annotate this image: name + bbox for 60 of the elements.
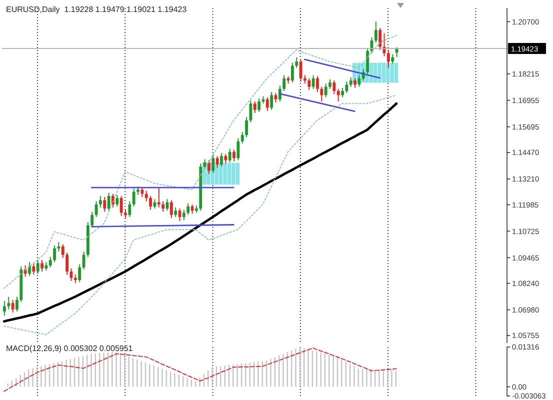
candlestick (120, 195, 123, 216)
candlestick (232, 149, 236, 162)
candlestick (374, 21, 378, 44)
candlestick (61, 244, 64, 258)
candlestick (349, 76, 352, 88)
candlestick (378, 27, 382, 51)
candlestick (7, 296, 10, 310)
candlestick (341, 87, 344, 98)
candlestick (149, 195, 152, 210)
candlestick (320, 86, 324, 102)
candlestick (328, 78, 332, 90)
candlestick (53, 244, 56, 263)
candlestick (253, 100, 256, 114)
candlestick (132, 188, 136, 207)
candlestick (182, 209, 186, 221)
candlestick (290, 62, 294, 84)
candlestick (3, 300, 6, 316)
candlestick (316, 76, 319, 93)
candlestick (98, 195, 102, 208)
candlestick (32, 262, 36, 276)
candlestick (236, 138, 240, 161)
candlestick (128, 200, 132, 218)
candlestick (336, 88, 340, 102)
candlestick (345, 81, 348, 94)
candlestick (274, 92, 278, 104)
candlestick (308, 78, 311, 90)
candlestick (245, 116, 248, 138)
candlestick (103, 196, 106, 212)
candlestick (266, 96, 269, 112)
candlestick (153, 198, 156, 210)
candlestick (240, 131, 244, 144)
candlestick (36, 260, 40, 274)
candlestick (144, 190, 148, 202)
candlestick (40, 260, 44, 272)
chart-title: MACD(12,26,9) 0.005302 0.005951 (6, 344, 133, 353)
candlestick (186, 202, 190, 216)
candlestick (282, 74, 286, 92)
candlestick (48, 256, 52, 268)
candlestick (140, 187, 144, 198)
candlestick (170, 200, 173, 219)
candlestick (174, 207, 178, 218)
candlestick (157, 187, 160, 208)
candlestick (11, 299, 14, 314)
candlestick (107, 192, 110, 212)
candlestick (90, 211, 94, 228)
candlestick (162, 200, 165, 212)
candlestick (332, 80, 336, 95)
candlestick (324, 83, 328, 98)
candlestick (258, 98, 261, 112)
candlestick (228, 148, 232, 163)
candlestick (312, 74, 315, 90)
candlestick (66, 252, 69, 276)
chart-title: EURUSD,Daily 1.19228 1.19479 1.19021 1.19423 (6, 5, 187, 14)
candlestick (78, 264, 82, 283)
candlestick (116, 194, 119, 207)
candlestick (16, 296, 18, 312)
candlestick (278, 85, 282, 102)
candlestick (270, 92, 274, 110)
candlestick (295, 56, 298, 68)
candlestick (249, 100, 252, 123)
